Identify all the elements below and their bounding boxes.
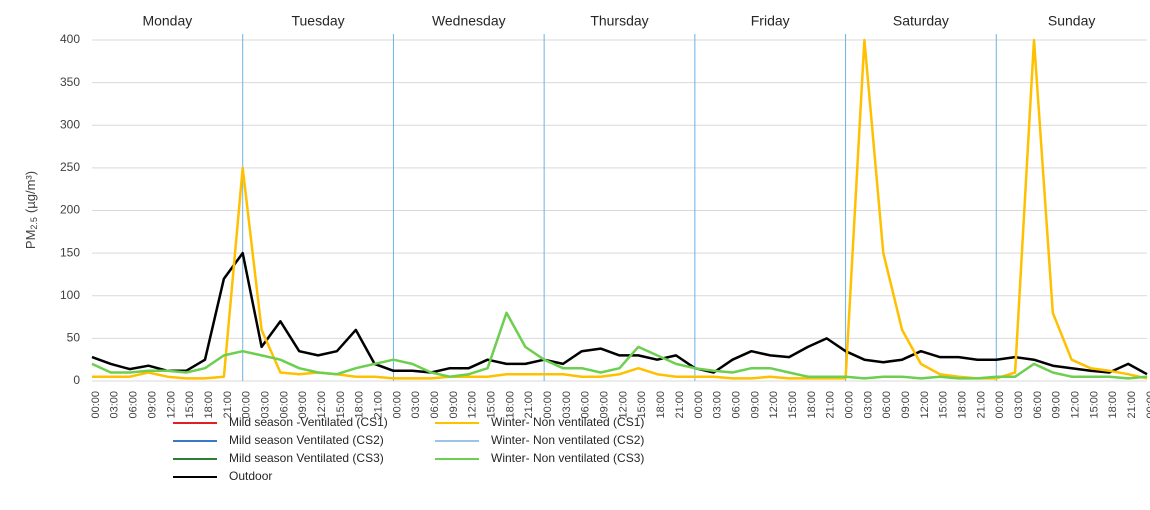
day-label: Thursday <box>590 13 648 29</box>
x-tick-label: 00:00 <box>693 391 705 419</box>
x-tick-label: 03:00 <box>862 391 874 419</box>
x-tick-label: 09:00 <box>1051 391 1063 419</box>
x-tick-label: 15:00 <box>486 391 498 419</box>
x-tick-label: 12:00 <box>165 391 177 419</box>
x-tick-label: 06:00 <box>429 391 441 419</box>
x-tick-label: 21:00 <box>1126 391 1138 419</box>
y-label-unit: (µg/m³) <box>23 171 38 213</box>
series-line <box>92 38 1148 380</box>
x-tick-label: 03:00 <box>561 391 573 419</box>
y-tick-label: 200 <box>60 203 80 217</box>
x-tick-label: 06:00 <box>881 391 893 419</box>
x-tick-label: 12:00 <box>1070 391 1082 419</box>
x-tick-label: 09:00 <box>146 391 158 419</box>
x-tick-label: 00:00 <box>241 391 253 419</box>
x-tick-label: 03:00 <box>259 391 271 419</box>
x-tick-label: 18:00 <box>203 391 215 419</box>
x-tick-label: 03:00 <box>109 391 121 419</box>
y-tick-label: 300 <box>60 117 80 131</box>
y-tick-label: 400 <box>60 32 80 46</box>
x-tick-label: 03:00 <box>712 391 724 419</box>
x-tick-label: 21:00 <box>222 391 234 419</box>
x-tick-label: 15:00 <box>636 391 648 419</box>
x-tick-label: 12:00 <box>617 391 629 419</box>
legend-label: Winter- Non ventilated (CS1) <box>491 415 644 429</box>
day-label: Monday <box>142 13 192 29</box>
x-tick-label: 06:00 <box>580 391 592 419</box>
x-tick-label: 18:00 <box>504 391 516 419</box>
series-line <box>91 251 1148 376</box>
x-tick-label: 21:00 <box>523 391 535 419</box>
x-tick-label: 18:00 <box>655 391 667 419</box>
legend-label: Outdoor <box>229 469 272 483</box>
x-tick-label: 09:00 <box>599 391 611 419</box>
x-tick-label: 09:00 <box>448 391 460 419</box>
x-tick-label: 00:00 <box>542 391 554 419</box>
x-tick-label: 09:00 <box>297 391 309 419</box>
y-tick-label: 150 <box>60 245 80 259</box>
y-tick-label: 0 <box>73 373 80 387</box>
x-tick-label: 18:00 <box>957 391 969 419</box>
day-label: Wednesday <box>432 13 506 29</box>
legend-label: Mild season -Ventilated (CS1) <box>229 415 388 429</box>
x-tick-label: 15:00 <box>184 391 196 419</box>
x-tick-label: 15:00 <box>335 391 347 419</box>
x-tick-label: 09:00 <box>749 391 761 419</box>
day-label: Tuesday <box>291 13 344 29</box>
legend-label: Winter- Non ventilated (CS2) <box>491 433 644 447</box>
legend-label: Mild season Ventilated (CS3) <box>229 451 384 465</box>
x-tick-label: 06:00 <box>730 391 742 419</box>
day-label: Sunday <box>1048 13 1095 29</box>
x-tick-label: 21:00 <box>975 391 987 419</box>
x-tick-label: 12:00 <box>919 391 931 419</box>
x-tick-label: 06:00 <box>128 391 140 419</box>
x-tick-label: 21:00 <box>372 391 384 419</box>
x-tick-label: 21:00 <box>825 391 837 419</box>
y-axis-label: PM2.5 (µg/m³) <box>23 171 39 249</box>
x-tick-label: 00:00 <box>1145 391 1150 419</box>
legend-label: Mild season Ventilated (CS2) <box>229 433 384 447</box>
x-tick-label: 12:00 <box>316 391 328 419</box>
x-tick-label: 00:00 <box>994 391 1006 419</box>
series-line <box>91 311 1148 380</box>
x-tick-label: 18:00 <box>1107 391 1119 419</box>
y-tick-label: 250 <box>60 160 80 174</box>
y-tick-label: 100 <box>60 288 80 302</box>
y-tick-label: 350 <box>60 75 80 89</box>
x-tick-label: 15:00 <box>938 391 950 419</box>
legend-label: Winter- Non ventilated (CS3) <box>491 451 644 465</box>
x-tick-label: 21:00 <box>674 391 686 419</box>
x-tick-label: 18:00 <box>806 391 818 419</box>
x-tick-label: 15:00 <box>1088 391 1100 419</box>
x-tick-label: 15:00 <box>787 391 799 419</box>
day-label: Saturday <box>893 13 949 29</box>
x-tick-label: 03:00 <box>1013 391 1025 419</box>
day-label: Friday <box>751 13 790 29</box>
x-tick-label: 06:00 <box>278 391 290 419</box>
x-tick-label: 03:00 <box>410 391 422 419</box>
y-label-sub: 2.5 <box>29 217 39 230</box>
y-label-main: PM <box>23 230 38 250</box>
x-tick-label: 00:00 <box>843 391 855 419</box>
x-tick-label: 06:00 <box>1032 391 1044 419</box>
x-tick-label: 12:00 <box>768 391 780 419</box>
x-tick-label: 00:00 <box>90 391 102 419</box>
x-tick-label: 12:00 <box>467 391 479 419</box>
x-tick-label: 00:00 <box>391 391 403 419</box>
y-tick-label: 50 <box>67 331 81 345</box>
x-tick-label: 09:00 <box>900 391 912 419</box>
x-tick-label: 18:00 <box>354 391 366 419</box>
